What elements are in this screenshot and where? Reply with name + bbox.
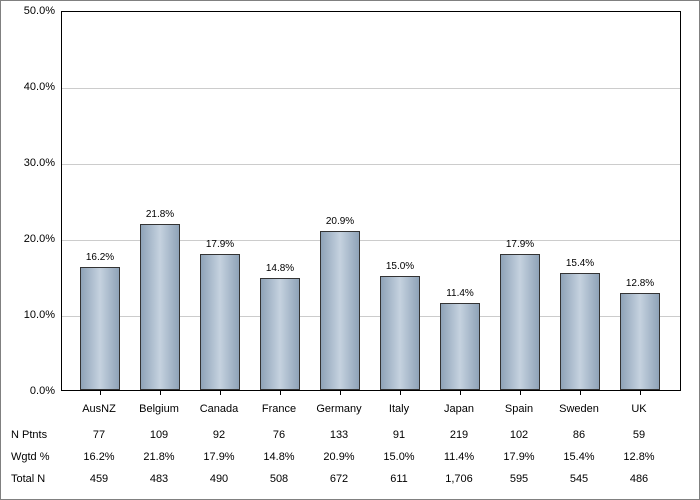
x-tick	[580, 390, 581, 395]
table-cell: 15.4%	[563, 451, 594, 463]
category-label: Germany	[316, 403, 361, 415]
table-cell: 219	[450, 429, 468, 441]
table-cell: 17.9%	[503, 451, 534, 463]
chart-container: 16.2% 21.8% 17.9% 14.8% 20.9% 15.0% 11.4% 17.9%…	[0, 0, 700, 500]
table-cell: 486	[630, 473, 648, 485]
table-cell: 59	[633, 429, 645, 441]
gridline	[62, 164, 680, 165]
category-label: AusNZ	[82, 403, 116, 415]
table-cell: 76	[273, 429, 285, 441]
table-cell: 92	[213, 429, 225, 441]
x-tick	[160, 390, 161, 395]
bar-value-label: 15.4%	[566, 258, 594, 269]
bar	[320, 231, 360, 390]
table-cell: 16.2%	[83, 451, 114, 463]
x-tick	[220, 390, 221, 395]
category-label: Japan	[444, 403, 474, 415]
table-cell: 490	[210, 473, 228, 485]
gridline	[62, 88, 680, 89]
bar-value-label: 21.8%	[146, 209, 174, 220]
table-cell: 109	[150, 429, 168, 441]
category-label: Belgium	[139, 403, 179, 415]
y-tick-label: 0.0%	[5, 385, 55, 397]
table-cell: 611	[390, 473, 408, 485]
bar	[560, 273, 600, 390]
table-cell: 459	[90, 473, 108, 485]
table-cell: 508	[270, 473, 288, 485]
table-cell: 12.8%	[623, 451, 654, 463]
table-cell: 14.8%	[263, 451, 294, 463]
bar	[80, 267, 120, 390]
bar	[140, 224, 180, 390]
y-tick-label: 30.0%	[5, 157, 55, 169]
bar	[200, 254, 240, 390]
x-tick	[100, 390, 101, 395]
x-tick	[640, 390, 641, 395]
y-tick-label: 40.0%	[5, 81, 55, 93]
x-tick	[400, 390, 401, 395]
table-cell: 595	[510, 473, 528, 485]
bar-value-label: 12.8%	[626, 278, 654, 289]
bar	[500, 254, 540, 390]
x-tick	[280, 390, 281, 395]
table-row-label: Total N	[11, 473, 45, 485]
table-cell: 77	[93, 429, 105, 441]
bar	[380, 276, 420, 390]
table-cell: 21.8%	[143, 451, 174, 463]
plot-area: 16.2% 21.8% 17.9% 14.8% 20.9% 15.0% 11.4% 17.9%…	[61, 11, 681, 391]
y-tick-label: 20.0%	[5, 233, 55, 245]
table-cell: 1,706	[445, 473, 473, 485]
category-label: Sweden	[559, 403, 599, 415]
table-row-label: Wgtd %	[11, 451, 50, 463]
y-tick-label: 50.0%	[5, 5, 55, 17]
bar	[260, 278, 300, 390]
bar-value-label: 14.8%	[266, 263, 294, 274]
bar-value-label: 11.4%	[446, 288, 474, 299]
x-tick	[460, 390, 461, 395]
category-label: Spain	[505, 403, 533, 415]
bar-value-label: 17.9%	[206, 239, 234, 250]
category-label: France	[262, 403, 296, 415]
bar	[440, 303, 480, 390]
table-cell: 17.9%	[203, 451, 234, 463]
category-label: Italy	[389, 403, 409, 415]
table-row-label: N Ptnts	[11, 429, 47, 441]
bar	[620, 293, 660, 390]
table-cell: 11.4%	[444, 451, 474, 463]
table-cell: 483	[150, 473, 168, 485]
category-label: Canada	[200, 403, 239, 415]
bar-value-label: 16.2%	[86, 252, 114, 263]
bar-value-label: 17.9%	[506, 239, 534, 250]
table-cell: 91	[393, 429, 405, 441]
table-cell: 20.9%	[323, 451, 354, 463]
y-tick-label: 10.0%	[5, 309, 55, 321]
bar-value-label: 20.9%	[326, 216, 354, 227]
table-cell: 133	[330, 429, 348, 441]
bar-value-label: 15.0%	[386, 261, 414, 272]
table-cell: 86	[573, 429, 585, 441]
table-cell: 672	[330, 473, 348, 485]
table-cell: 15.0%	[383, 451, 414, 463]
category-label: UK	[631, 403, 646, 415]
x-tick	[340, 390, 341, 395]
table-cell: 102	[510, 429, 528, 441]
table-cell: 545	[570, 473, 588, 485]
x-tick	[520, 390, 521, 395]
